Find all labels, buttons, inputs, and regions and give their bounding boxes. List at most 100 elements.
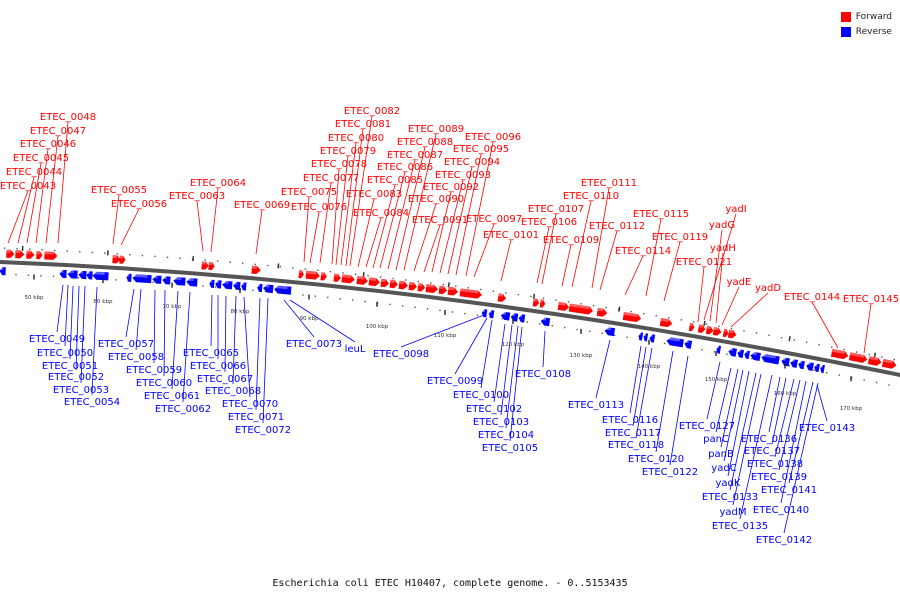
reverse-gene-arrow[interactable] [518,313,526,323]
forward-gene-arrow[interactable] [425,284,439,293]
forward-gene-arrow[interactable] [881,358,897,370]
gene-label[interactable]: ETEC_0118 [608,440,664,451]
legend-reverse[interactable]: Reverse [840,24,892,39]
gene-label[interactable]: ETEC_0070 [222,399,278,410]
forward-gene-arrow[interactable] [298,269,304,279]
gene-label[interactable]: panB [708,449,734,460]
gene-label[interactable]: ETEC_0141 [761,485,817,496]
forward-gene-arrow[interactable] [368,277,380,287]
gene-label[interactable]: ETEC_0073 [286,339,342,350]
reverse-gene-arrow[interactable] [152,275,162,284]
forward-gene-arrow[interactable] [417,283,426,292]
forward-gene-arrow[interactable] [305,270,320,280]
reverse-gene-arrow[interactable] [209,279,215,288]
gene-label[interactable]: ETEC_0142 [756,535,812,546]
reverse-gene-arrow[interactable] [186,277,198,287]
forward-gene-arrow[interactable] [36,251,43,260]
gene-label[interactable]: ETEC_0122 [642,467,698,478]
forward-gene-arrow[interactable] [447,286,459,296]
gene-label[interactable]: ETEC_0127 [679,421,735,432]
gene-label[interactable]: ETEC_0060 [136,378,192,389]
gene-label[interactable]: ETEC_0101 [483,230,539,241]
gene-label[interactable]: ETEC_0116 [602,415,658,426]
forward-gene-arrow[interactable] [201,261,209,270]
gene-label[interactable]: leuL [345,344,366,355]
gene-label[interactable]: ETEC_0092 [423,182,479,193]
forward-gene-arrow[interactable] [320,272,327,281]
reverse-gene-arrow[interactable] [798,360,805,370]
gene-label[interactable]: yadD [755,283,781,294]
gene-label[interactable]: panC [703,434,729,445]
forward-gene-arrow[interactable] [532,298,540,307]
reverse-gene-arrow[interactable] [78,270,87,280]
gene-label[interactable]: ETEC_0111 [581,178,637,189]
gene-label[interactable]: ETEC_0137 [744,446,800,457]
gene-label[interactable]: ETEC_0109 [543,235,599,246]
gene-label[interactable]: ETEC_0052 [48,372,104,383]
gene-label[interactable]: ETEC_0110 [563,191,619,202]
gene-label[interactable]: ETEC_0075 [281,187,337,198]
gene-label[interactable]: ETEC_0087 [387,150,443,161]
forward-gene-arrow[interactable] [398,280,409,290]
reverse-gene-arrow[interactable] [241,282,247,291]
reverse-gene-arrow[interactable] [649,333,656,343]
gene-label[interactable]: ETEC_0051 [42,361,98,372]
gene-label[interactable]: ETEC_0061 [144,391,200,402]
gene-label[interactable]: yadM [719,507,746,518]
gene-label[interactable]: ETEC_0053 [53,385,109,396]
reverse-gene-arrow[interactable] [638,332,644,341]
forward-gene-arrow[interactable] [497,293,507,302]
forward-gene-arrow[interactable] [830,348,849,360]
forward-gene-arrow[interactable] [408,281,418,291]
gene-label[interactable]: ETEC_0080 [328,133,384,144]
gene-label[interactable]: ETEC_0095 [453,144,509,155]
reverse-gene-arrow[interactable] [750,351,761,362]
gene-label[interactable]: ETEC_0138 [747,459,803,470]
reverse-gene-arrow[interactable] [92,271,109,281]
gene-label[interactable]: ETEC_0140 [753,505,809,516]
forward-gene-arrow[interactable] [341,274,355,284]
gene-label[interactable]: ETEC_0085 [367,175,423,186]
reverse-gene-arrow[interactable] [643,332,649,342]
reverse-gene-arrow[interactable] [0,266,6,276]
forward-gene-arrow[interactable] [712,327,722,336]
gene-label[interactable]: ETEC_0096 [465,132,521,143]
gene-label[interactable]: ETEC_0097 [466,214,522,225]
gene-label[interactable]: ETEC_0133 [702,492,758,503]
forward-gene-arrow[interactable] [251,265,261,275]
gene-label[interactable]: ETEC_0090 [408,194,464,205]
gene-label[interactable]: ETEC_0047 [30,126,86,137]
gene-label[interactable]: yadE [727,277,752,288]
forward-gene-arrow[interactable] [459,288,483,299]
gene-label[interactable]: yadI [725,204,746,215]
forward-gene-arrow[interactable] [622,311,642,323]
gene-label[interactable]: ETEC_0143 [799,423,855,434]
reverse-gene-arrow[interactable] [604,326,616,337]
gene-label[interactable]: ETEC_0044 [6,167,62,178]
gene-label[interactable]: yadK [716,478,741,489]
gene-label[interactable]: ETEC_0063 [169,191,225,202]
forward-gene-arrow[interactable] [15,250,25,259]
gene-label[interactable]: ETEC_0135 [712,521,768,532]
reverse-gene-arrow[interactable] [761,353,780,365]
gene-label[interactable]: ETEC_0108 [515,369,571,380]
forward-gene-arrow[interactable] [722,328,729,338]
reverse-gene-arrow[interactable] [481,308,488,318]
reverse-gene-arrow[interactable] [173,276,186,286]
gene-label[interactable]: ETEC_0046 [20,139,76,150]
reverse-gene-arrow[interactable] [274,285,292,295]
gene-label[interactable]: ETEC_0115 [633,209,689,220]
gene-label[interactable]: ETEC_0049 [29,334,85,345]
forward-gene-arrow[interactable] [596,307,608,317]
forward-gene-arrow[interactable] [848,352,868,363]
reverse-gene-arrow[interactable] [233,281,241,291]
reverse-gene-arrow[interactable] [132,273,152,284]
gene-label[interactable]: ETEC_0058 [108,352,164,363]
forward-gene-arrow[interactable] [697,324,706,333]
reverse-gene-arrow[interactable] [744,350,751,360]
gene-label[interactable]: ETEC_0068 [205,386,261,397]
forward-gene-arrow[interactable] [26,250,35,259]
gene-label[interactable]: ETEC_0102 [466,404,522,415]
reverse-gene-arrow[interactable] [126,273,132,282]
gene-label[interactable]: ETEC_0077 [303,173,359,184]
